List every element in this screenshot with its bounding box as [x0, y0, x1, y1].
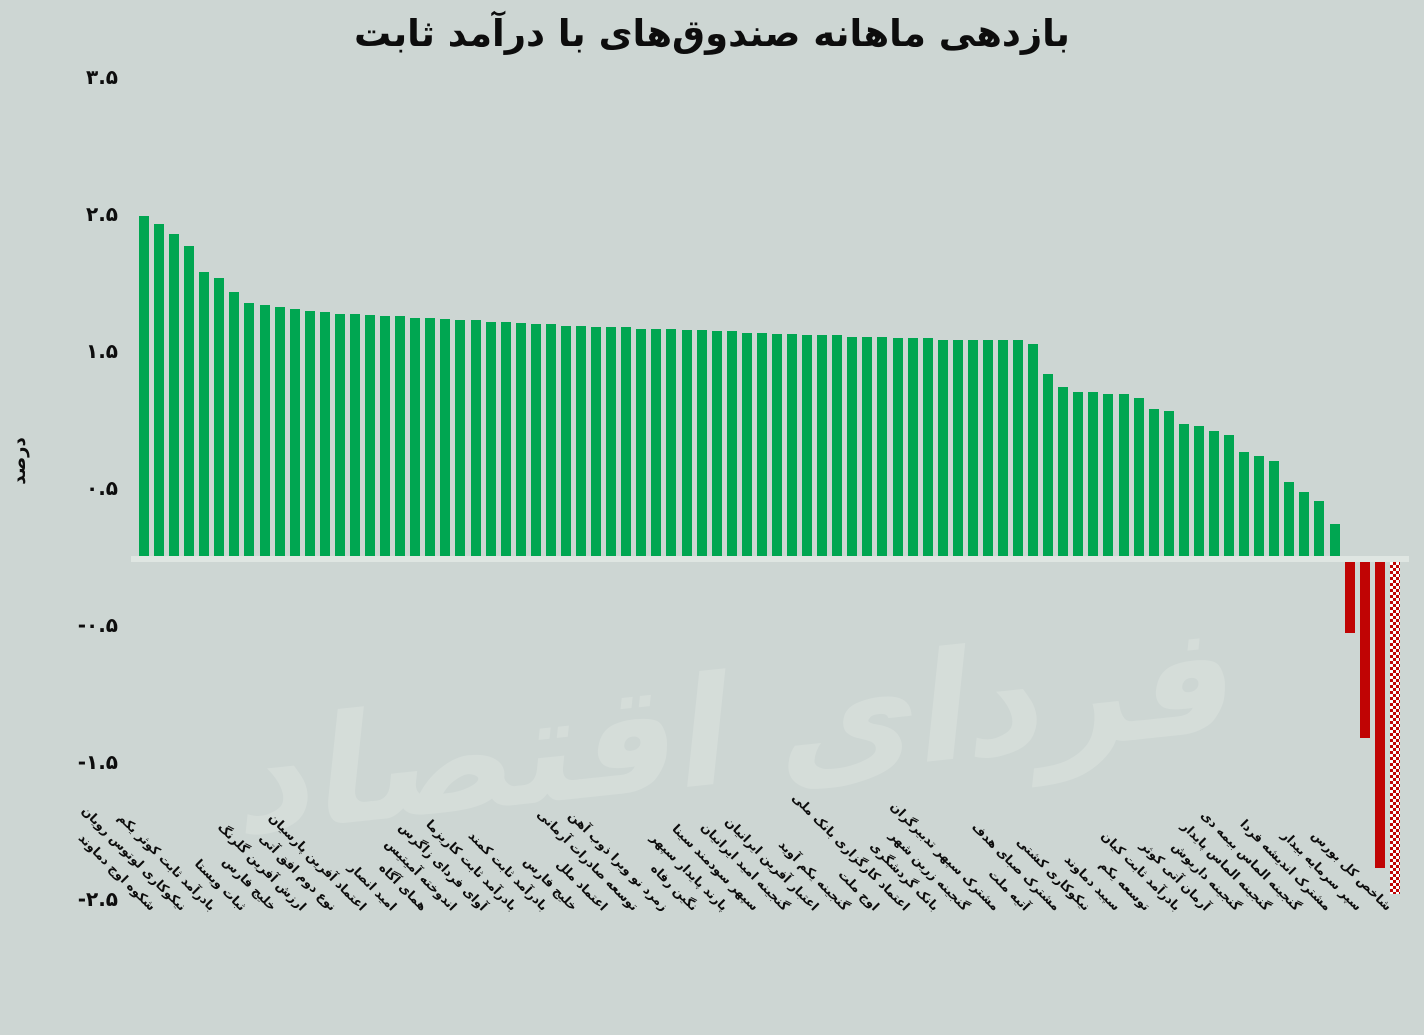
y-tick-label: ۰.۵ — [85, 475, 118, 500]
bar — [1148, 409, 1159, 556]
bar — [967, 339, 978, 556]
bar — [229, 291, 240, 556]
bar — [862, 336, 873, 556]
bar — [1374, 562, 1385, 869]
bar — [952, 339, 963, 556]
bar — [1088, 391, 1099, 556]
bar — [289, 309, 300, 556]
bar-total-index — [1389, 562, 1400, 895]
bar — [1254, 455, 1265, 556]
bar — [1118, 394, 1129, 556]
bar — [666, 328, 677, 556]
bar — [681, 329, 692, 556]
bar — [1073, 391, 1084, 556]
bar — [1314, 501, 1325, 556]
bar — [771, 334, 782, 556]
bar — [560, 325, 571, 556]
bar — [169, 234, 180, 556]
bar — [530, 324, 541, 556]
bar — [545, 324, 556, 556]
bar — [470, 320, 481, 556]
bar — [832, 335, 843, 556]
bar — [651, 328, 662, 556]
bar — [259, 305, 270, 556]
y-tick-label: ۱.۵ — [85, 338, 118, 363]
zero-axis-line — [131, 556, 1409, 562]
bar — [515, 323, 526, 556]
y-tick-label: ۲.۵ — [85, 201, 118, 226]
bar — [621, 327, 632, 556]
bar — [907, 338, 918, 556]
bar — [982, 339, 993, 556]
bar — [1284, 482, 1295, 556]
bar — [334, 313, 345, 556]
bar — [1299, 491, 1310, 556]
bar — [244, 302, 255, 556]
bar — [500, 321, 511, 556]
y-tick-label: -۲.۵ — [77, 886, 118, 911]
bar — [1344, 562, 1355, 633]
bar — [365, 314, 376, 556]
bar — [937, 339, 948, 556]
bar — [1178, 424, 1189, 556]
bar — [455, 320, 466, 556]
bar — [1013, 339, 1024, 556]
bar — [139, 216, 149, 556]
bar — [817, 335, 828, 556]
bar — [591, 327, 602, 556]
bar — [319, 312, 330, 556]
bar — [1058, 387, 1069, 556]
y-tick-label: -۱.۵ — [77, 749, 118, 774]
bar — [184, 246, 195, 556]
bar — [214, 277, 225, 556]
bar — [726, 331, 737, 556]
bar — [606, 327, 617, 556]
bar — [741, 332, 752, 556]
bar — [380, 316, 391, 556]
bar — [1239, 451, 1250, 556]
bar — [1103, 394, 1114, 556]
bar — [802, 335, 813, 556]
bar — [1133, 398, 1144, 556]
y-tick-label: ۳.۵ — [85, 64, 118, 89]
bar — [756, 332, 767, 556]
bar — [1359, 562, 1370, 739]
bar — [787, 334, 797, 556]
bar — [199, 272, 210, 556]
bar — [1163, 410, 1174, 556]
bar — [997, 339, 1008, 556]
bar — [1208, 431, 1219, 556]
bar — [349, 313, 360, 556]
bar — [410, 317, 421, 556]
bar — [1329, 524, 1340, 556]
bar — [711, 331, 722, 556]
bar — [425, 317, 436, 556]
bar — [1269, 461, 1280, 556]
bar — [1224, 435, 1235, 556]
bar — [274, 306, 285, 556]
bar — [922, 338, 933, 556]
bar — [485, 321, 496, 556]
bar — [847, 336, 858, 556]
y-tick-label: -۰.۵ — [77, 612, 118, 637]
bar — [304, 310, 315, 556]
bar — [1028, 343, 1039, 556]
bar — [877, 336, 888, 556]
bar — [696, 329, 707, 556]
bar — [636, 328, 647, 556]
bar — [154, 224, 165, 556]
bar — [576, 325, 587, 556]
bar — [892, 338, 903, 556]
bar — [395, 316, 406, 556]
bar — [1193, 425, 1204, 556]
bar — [1043, 373, 1054, 556]
chart-title: بازدهی ماهانه صندوق‌های با درآمد ثابت — [354, 12, 1071, 55]
bar — [440, 318, 451, 556]
